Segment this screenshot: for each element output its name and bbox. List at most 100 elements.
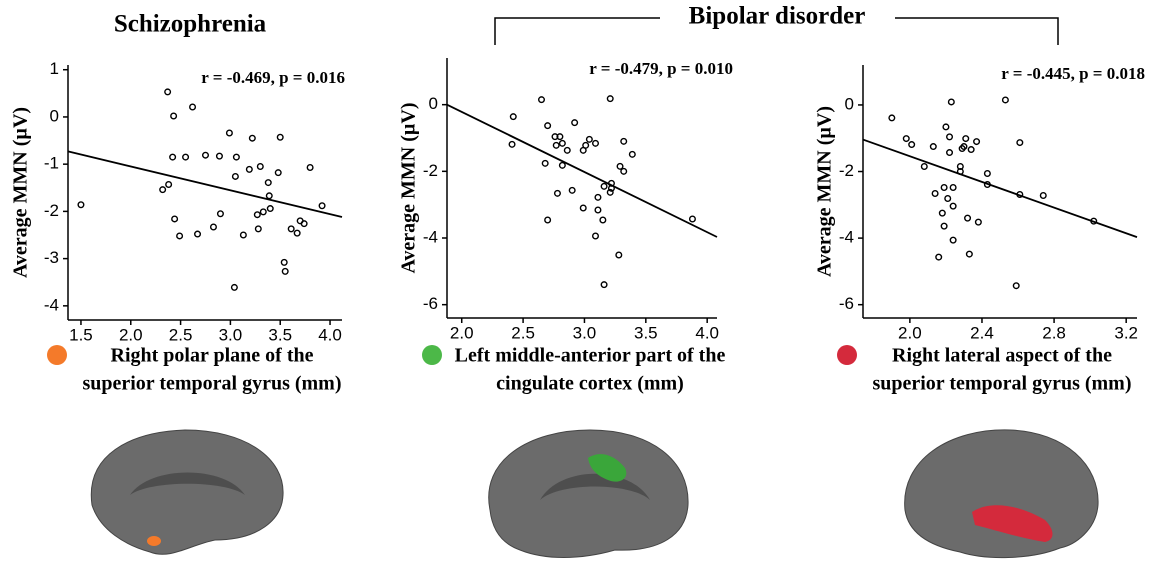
y-tick-label: -3 — [44, 248, 59, 267]
point — [248, 134, 256, 142]
point — [256, 163, 264, 171]
point — [940, 222, 948, 230]
point — [563, 146, 571, 154]
point — [239, 231, 247, 239]
point — [938, 209, 946, 217]
point — [620, 167, 628, 175]
group-title: Bipolar disorder — [689, 3, 866, 30]
point — [967, 146, 975, 154]
annotation: r = -0.469, p = 0.016 — [201, 68, 345, 87]
point — [1039, 191, 1047, 199]
legend-dot — [837, 345, 857, 365]
point — [949, 202, 957, 210]
point — [902, 135, 910, 143]
x-tick-label: 3.5 — [268, 325, 292, 344]
point — [231, 172, 239, 180]
point — [571, 119, 579, 127]
x-axis-label: cingulate cortex (mm) — [496, 373, 684, 395]
point — [944, 194, 952, 202]
point — [606, 188, 614, 196]
point — [594, 193, 602, 201]
point — [558, 139, 566, 147]
point — [538, 96, 546, 104]
x-tick-label: 3.0 — [573, 323, 597, 342]
x-tick-label: 2.5 — [511, 323, 535, 342]
y-tick-label: -4 — [44, 295, 59, 314]
point — [556, 133, 564, 141]
point — [935, 253, 943, 261]
point — [585, 135, 593, 143]
point — [287, 225, 295, 233]
point — [942, 123, 950, 131]
point — [616, 162, 624, 170]
bracket — [494, 17, 1059, 45]
annotation: r = -0.445, p = 0.018 — [1001, 64, 1145, 83]
point — [965, 250, 973, 258]
point — [594, 206, 602, 214]
x-tick-label: 2.8 — [1042, 323, 1066, 342]
point — [888, 114, 896, 122]
point — [947, 98, 955, 106]
point — [983, 170, 991, 178]
point — [956, 168, 964, 176]
point — [592, 232, 600, 240]
point — [558, 161, 566, 169]
point — [949, 184, 957, 192]
y-tick-label: -2 — [839, 161, 854, 180]
point — [958, 145, 966, 153]
point — [77, 201, 85, 209]
y-axis-label: Average MMN (µV) — [398, 102, 420, 273]
point — [592, 139, 600, 147]
point — [281, 267, 289, 275]
y-tick-label: -2 — [423, 161, 438, 180]
y-tick-label: 0 — [429, 94, 438, 113]
x-axis-label: Left middle-anterior part of the — [455, 345, 726, 367]
point — [973, 138, 981, 146]
y-axis-label: Average MMN (µV) — [814, 106, 836, 277]
point — [169, 153, 177, 161]
point — [1016, 190, 1024, 198]
point — [189, 103, 197, 111]
point — [209, 223, 217, 231]
x-axis-label: superior temporal gyrus (mm) — [872, 373, 1131, 395]
point — [254, 225, 262, 233]
y-tick-label: -6 — [839, 294, 854, 313]
point — [259, 208, 267, 216]
x-axis-label: Right lateral aspect of the — [892, 345, 1112, 367]
point — [232, 153, 240, 161]
point — [949, 236, 957, 244]
annotation: r = -0.479, p = 0.010 — [589, 59, 733, 78]
point — [940, 184, 948, 192]
point — [599, 216, 607, 224]
point — [164, 88, 172, 96]
brain-middle — [488, 429, 689, 558]
point — [265, 192, 273, 200]
point — [253, 211, 261, 219]
point — [931, 189, 939, 197]
point — [274, 169, 282, 177]
point — [245, 165, 253, 173]
point — [946, 149, 954, 157]
point — [216, 210, 224, 218]
y-axis-label: Average MMN (µV) — [10, 107, 32, 278]
point — [170, 112, 178, 120]
point — [688, 215, 696, 223]
x-tick-label: 3.2 — [1114, 323, 1138, 342]
point — [201, 151, 209, 159]
point — [962, 135, 970, 143]
point — [230, 283, 238, 291]
y-tick-label: -4 — [839, 228, 854, 247]
point — [552, 141, 560, 149]
legend-dot — [422, 345, 442, 365]
x-tick-label: 2.0 — [450, 323, 474, 342]
y-tick-label: -4 — [423, 227, 438, 246]
point — [929, 143, 937, 151]
point — [276, 133, 284, 141]
point — [607, 184, 615, 192]
fit-line — [446, 103, 718, 238]
point — [1016, 139, 1024, 147]
point — [946, 133, 954, 141]
x-tick-label: 2.0 — [898, 323, 922, 342]
group-title: Schizophrenia — [114, 11, 267, 38]
point — [600, 281, 608, 289]
